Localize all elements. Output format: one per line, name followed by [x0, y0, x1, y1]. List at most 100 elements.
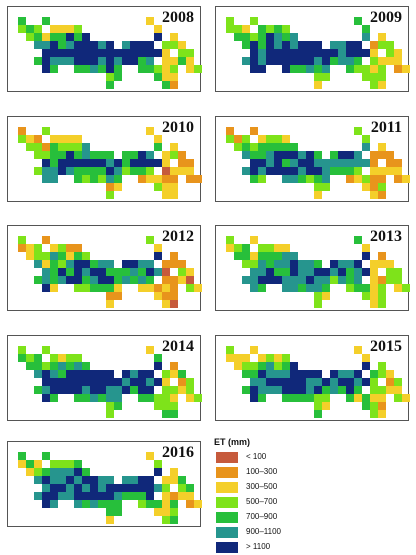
- grid-cell: [58, 252, 66, 260]
- grid-cell: [82, 143, 90, 151]
- grid-cell: [370, 276, 378, 284]
- grid-cell: [330, 49, 338, 57]
- grid-cell: [42, 167, 50, 175]
- grid-cell: [74, 260, 82, 268]
- et-grid-map: [18, 17, 202, 89]
- grid-cell: [82, 151, 90, 159]
- grid-cell: [250, 284, 258, 292]
- grid-cell: [290, 268, 298, 276]
- grid-cell: [50, 378, 58, 386]
- grid-cell: [58, 362, 66, 370]
- grid-cell: [258, 378, 266, 386]
- grid-cell: [146, 476, 154, 484]
- grid-cell: [274, 354, 282, 362]
- grid-cell: [378, 191, 386, 199]
- grid-cell: [26, 244, 34, 252]
- grid-cell: [50, 468, 58, 476]
- grid-cell: [274, 378, 282, 386]
- grid-cell: [50, 284, 58, 292]
- grid-cell: [298, 159, 306, 167]
- grid-cell: [258, 252, 266, 260]
- grid-cell: [82, 492, 90, 500]
- grid-cell: [106, 410, 114, 418]
- grid-cell: [186, 284, 194, 292]
- grid-cell: [66, 33, 74, 41]
- grid-cell: [90, 394, 98, 402]
- grid-cell: [314, 276, 322, 284]
- grid-cell: [50, 25, 58, 33]
- grid-cell: [354, 65, 362, 73]
- grid-cell: [226, 346, 234, 354]
- grid-cell: [290, 284, 298, 292]
- grid-cell: [26, 135, 34, 143]
- legend-label: < 100: [246, 452, 267, 461]
- grid-cell: [306, 260, 314, 268]
- grid-cell: [82, 500, 90, 508]
- grid-cell: [354, 394, 362, 402]
- grid-cell: [170, 508, 178, 516]
- grid-cell: [42, 362, 50, 370]
- grid-cell: [250, 252, 258, 260]
- grid-cell: [122, 476, 130, 484]
- grid-cell: [162, 508, 170, 516]
- grid-cell: [82, 252, 90, 260]
- grid-cell: [250, 260, 258, 268]
- grid-cell: [130, 370, 138, 378]
- grid-cell: [66, 260, 74, 268]
- grid-cell: [58, 276, 66, 284]
- grid-cell: [18, 354, 26, 362]
- grid-cell: [122, 386, 130, 394]
- grid-cell: [42, 346, 50, 354]
- grid-cell: [386, 167, 394, 175]
- grid-cell: [370, 57, 378, 65]
- grid-cell: [346, 57, 354, 65]
- grid-cell: [58, 244, 66, 252]
- grid-cell: [314, 151, 322, 159]
- grid-cell: [250, 362, 258, 370]
- grid-cell: [258, 260, 266, 268]
- grid-cell: [234, 33, 242, 41]
- grid-cell: [186, 484, 194, 492]
- grid-cell: [170, 167, 178, 175]
- grid-cell: [242, 362, 250, 370]
- grid-cell: [306, 57, 314, 65]
- grid-cell: [362, 143, 370, 151]
- grid-cell: [66, 252, 74, 260]
- grid-cell: [394, 65, 402, 73]
- grid-cell: [258, 49, 266, 57]
- grid-cell: [82, 276, 90, 284]
- grid-cell: [322, 292, 330, 300]
- grid-cell: [378, 386, 386, 394]
- grid-cell: [154, 33, 162, 41]
- grid-cell: [258, 268, 266, 276]
- grid-cell: [274, 159, 282, 167]
- et-grid-map: [18, 236, 202, 308]
- grid-cell: [258, 143, 266, 151]
- grid-cell: [58, 492, 66, 500]
- grid-cell: [50, 252, 58, 260]
- legend-label: > 1100: [246, 542, 271, 551]
- grid-cell: [282, 394, 290, 402]
- grid-cell: [34, 386, 42, 394]
- legend-item: 900–1100: [214, 525, 354, 540]
- grid-cell: [266, 244, 274, 252]
- grid-cell: [50, 370, 58, 378]
- grid-cell: [50, 159, 58, 167]
- grid-cell: [90, 268, 98, 276]
- grid-cell: [354, 386, 362, 394]
- grid-cell: [42, 260, 50, 268]
- grid-cell: [242, 244, 250, 252]
- grid-cell: [58, 41, 66, 49]
- grid-cell: [162, 476, 170, 484]
- grid-cell: [362, 402, 370, 410]
- grid-cell: [378, 252, 386, 260]
- grid-cell: [138, 65, 146, 73]
- grid-cell: [130, 260, 138, 268]
- grid-cell: [266, 354, 274, 362]
- grid-cell: [346, 175, 354, 183]
- et-grid-map: [226, 17, 410, 89]
- grid-cell: [42, 17, 50, 25]
- grid-cell: [250, 33, 258, 41]
- grid-cell: [114, 49, 122, 57]
- grid-cell: [90, 49, 98, 57]
